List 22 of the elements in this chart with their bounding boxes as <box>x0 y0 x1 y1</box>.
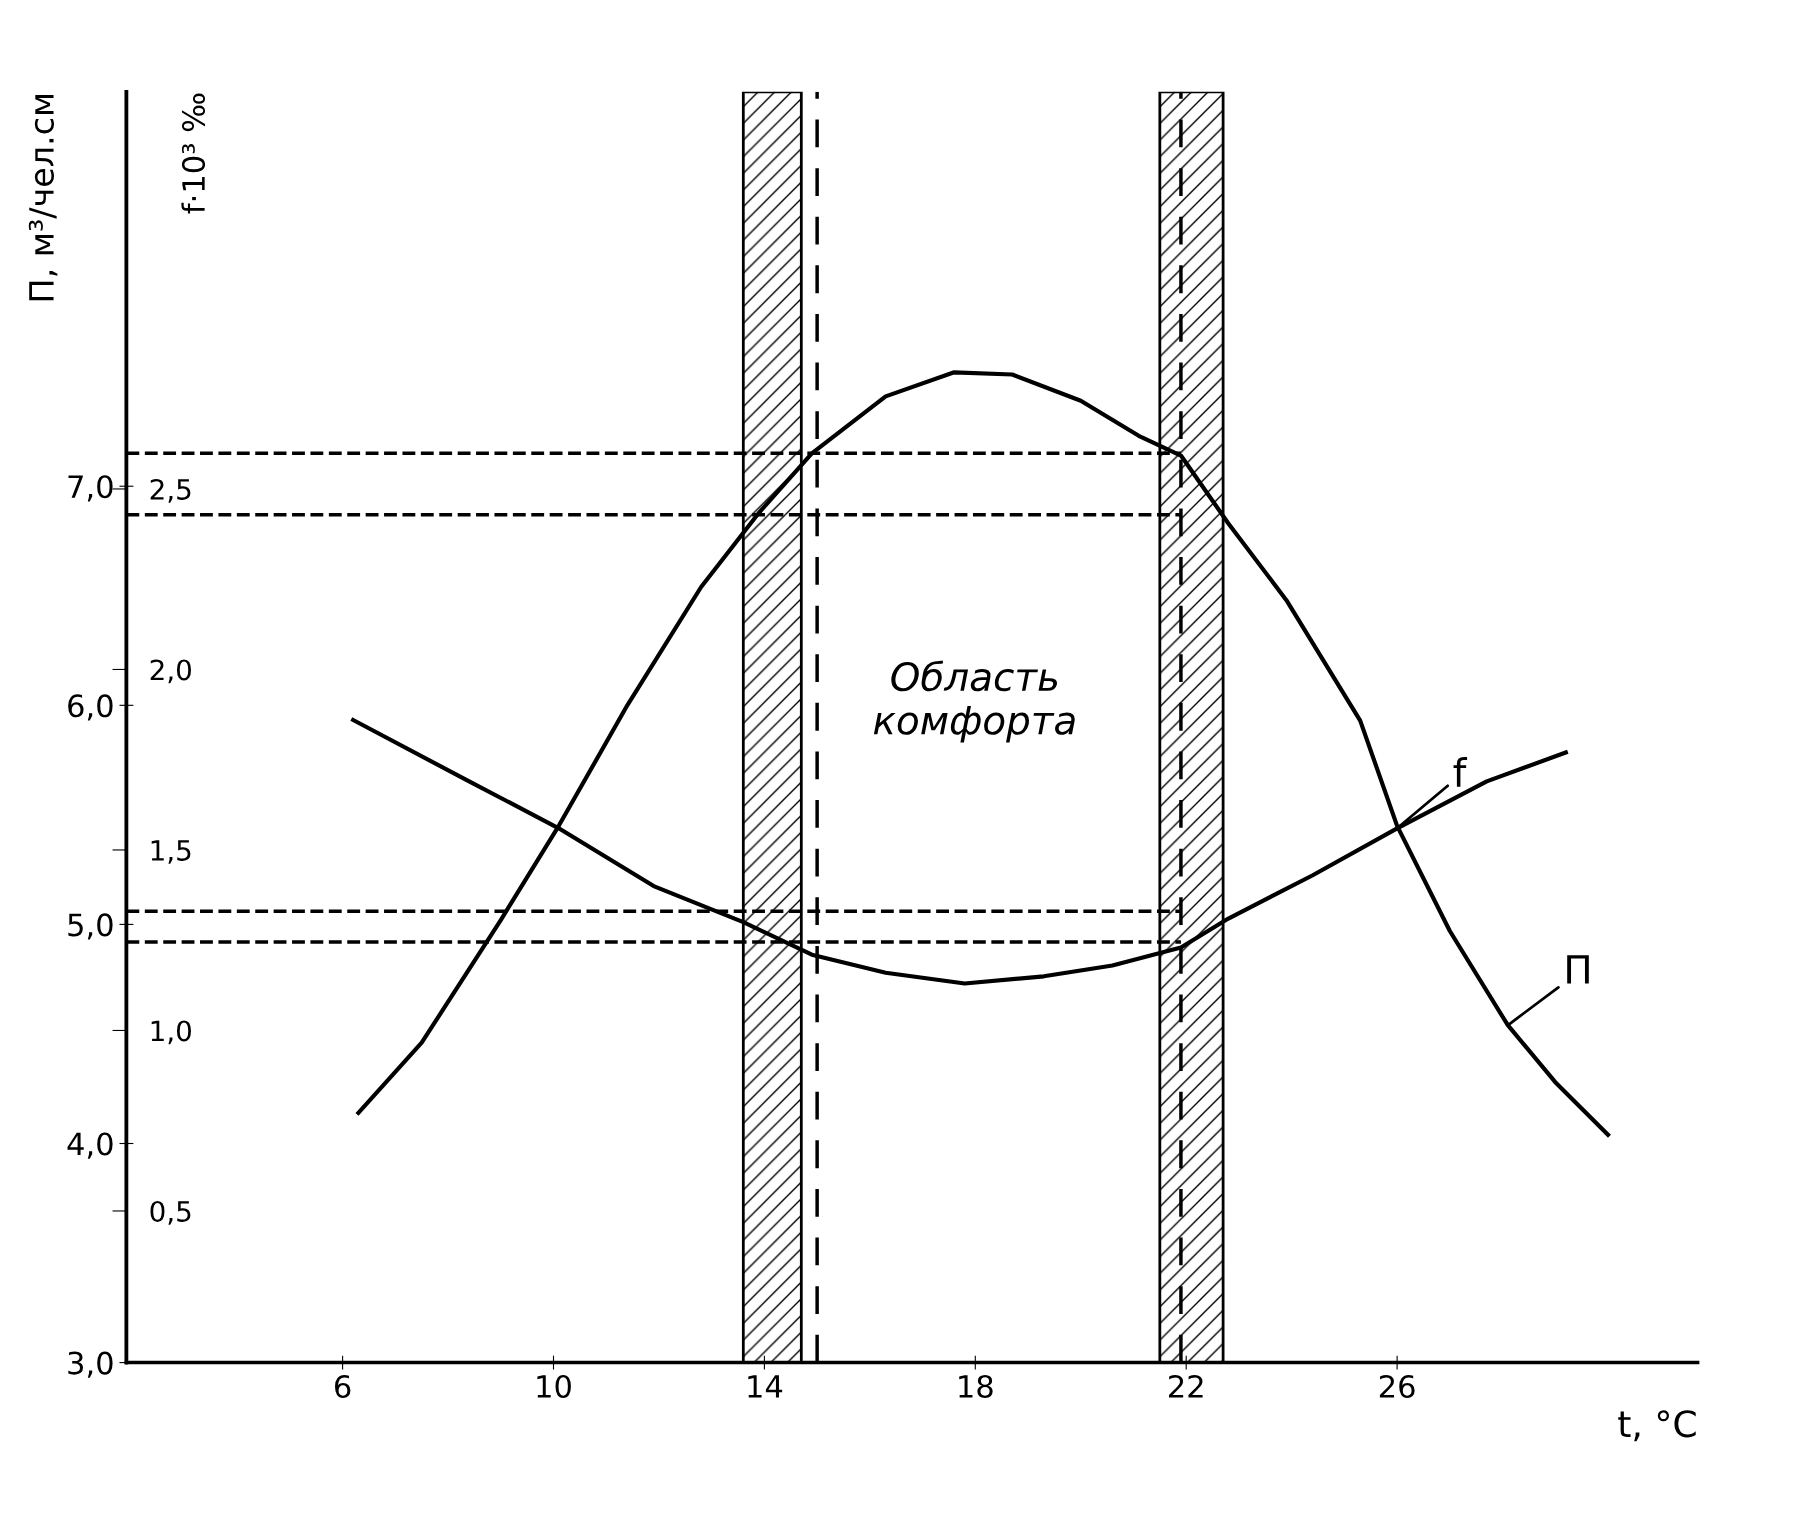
y2-axis-title: f·10³ ‰ <box>181 93 206 214</box>
y-tick-label: 3,0 <box>68 1351 113 1378</box>
series-label: П <box>1567 955 1589 984</box>
y-tick-label: 4,0 <box>67 1132 113 1159</box>
y2-tick-label: 2,5 <box>150 478 191 503</box>
y2-tick-label: 2,0 <box>150 659 191 684</box>
y-tick-label: 5,0 <box>68 913 113 940</box>
x-tick-label: 18 <box>959 1374 993 1399</box>
x-tick-label: 10 <box>537 1374 571 1399</box>
series-label: f <box>1453 757 1468 787</box>
x-tick-label: 22 <box>1169 1374 1203 1398</box>
x-axis-title: t, °C <box>1618 1410 1696 1442</box>
y-tick-label: 6,0 <box>68 694 113 721</box>
x-tick-label: 14 <box>748 1375 783 1398</box>
y2-tick-label: 0,5 <box>150 1200 191 1225</box>
y2-tick-label: 1,0 <box>151 1020 191 1045</box>
y-axis-title: П, м³/чел.см <box>28 94 58 301</box>
y-tick-label: 7,0 <box>68 475 113 502</box>
x-tick-label: 6 <box>335 1374 351 1399</box>
annotation: Область комфорта <box>873 660 1075 743</box>
y2-tick-label: 1,5 <box>151 840 191 864</box>
x-tick-label: 26 <box>1379 1374 1415 1399</box>
